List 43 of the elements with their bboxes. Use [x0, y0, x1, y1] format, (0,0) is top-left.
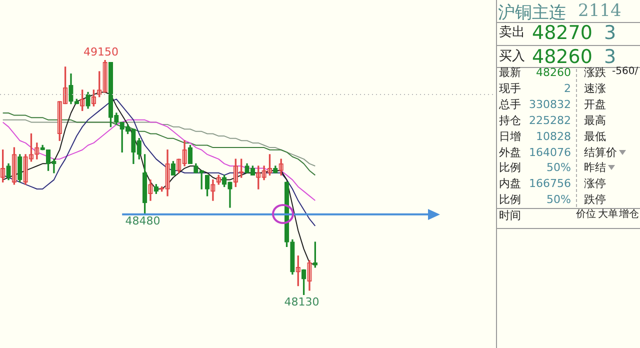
text: 330832	[529, 98, 571, 111]
text: 3	[604, 22, 616, 44]
text: 速涨	[584, 82, 606, 95]
text: 166756	[529, 176, 571, 190]
text: 最低	[584, 130, 606, 143]
text: 最新	[499, 66, 521, 79]
annotation: 49150	[84, 45, 119, 58]
text: 现手	[499, 82, 521, 95]
text: 164076	[529, 146, 571, 159]
text: 3	[604, 46, 616, 68]
text: 内盘	[499, 176, 521, 190]
text: 2114	[578, 1, 622, 21]
text: 日增	[499, 130, 521, 143]
text: 50%	[546, 192, 571, 206]
text: 买入	[499, 48, 525, 64]
text: 开盘	[584, 98, 606, 111]
text: 昨结	[584, 160, 606, 174]
text: 时间	[499, 208, 521, 222]
text: 价位	[576, 209, 596, 221]
text: 增仓	[619, 209, 639, 221]
text: 最高	[584, 114, 606, 127]
text: 涨跌	[584, 66, 606, 79]
text: 48270	[532, 22, 592, 44]
text: 2	[564, 82, 571, 95]
annotation: 48130	[284, 295, 320, 308]
text: 225282	[529, 114, 571, 127]
text: 比例	[499, 192, 521, 206]
text: 涨停	[584, 176, 606, 190]
text: -560/	[612, 66, 638, 78]
text: 持仓	[499, 114, 521, 127]
annotation: 48480	[125, 214, 160, 228]
text: 卖出	[499, 24, 525, 40]
text: 跌停	[584, 192, 606, 206]
text: 10828	[536, 130, 571, 143]
text: 结算价	[584, 146, 617, 159]
text: 50%	[546, 160, 571, 174]
text: 沪铜主连	[498, 2, 566, 24]
text: 大单	[598, 209, 618, 221]
text: 总手	[499, 98, 521, 111]
text: 外盘	[499, 146, 521, 159]
text: 比例	[499, 160, 521, 174]
text: 48260	[536, 66, 571, 79]
text: 48260	[532, 46, 592, 68]
